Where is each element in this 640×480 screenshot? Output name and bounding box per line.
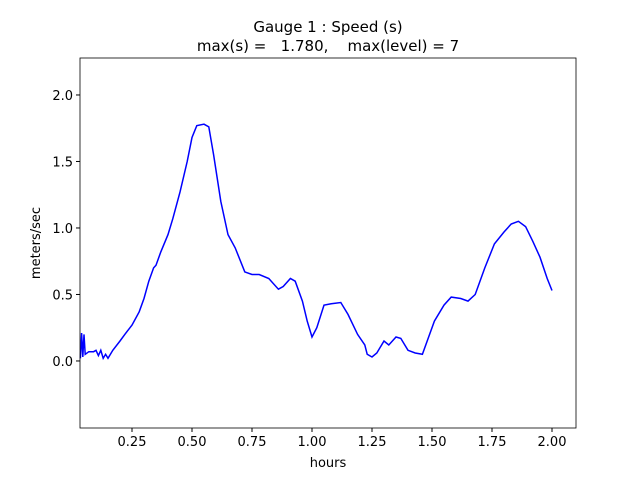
x-tick-label: 1.00 [298, 435, 327, 450]
x-tick-label: 0.50 [178, 435, 207, 450]
x-tick-label: 2.00 [538, 435, 567, 450]
x-tick-label: 1.25 [358, 435, 387, 450]
x-tick-label: 0.25 [118, 435, 147, 450]
x-tick-label: 1.75 [478, 435, 507, 450]
chart-title: Gauge 1 : Speed (s) [253, 18, 402, 36]
y-tick-label: 1.5 [52, 155, 73, 170]
y-tick-label: 1.0 [52, 222, 73, 237]
chart-subtitle: max(s) = 1.780, max(level) = 7 [197, 37, 459, 55]
y-tick-label: 2.0 [52, 89, 73, 104]
y-axis-label: meters/sec [29, 207, 44, 279]
x-axis-label: hours [310, 456, 347, 471]
y-tick-label: 0.0 [52, 355, 73, 370]
data-line [79, 123, 553, 361]
x-tick-label: 0.75 [238, 435, 267, 450]
x-tick-label: 1.50 [418, 435, 447, 450]
y-tick-label: 0.5 [52, 288, 73, 303]
plot-frame [79, 57, 577, 429]
